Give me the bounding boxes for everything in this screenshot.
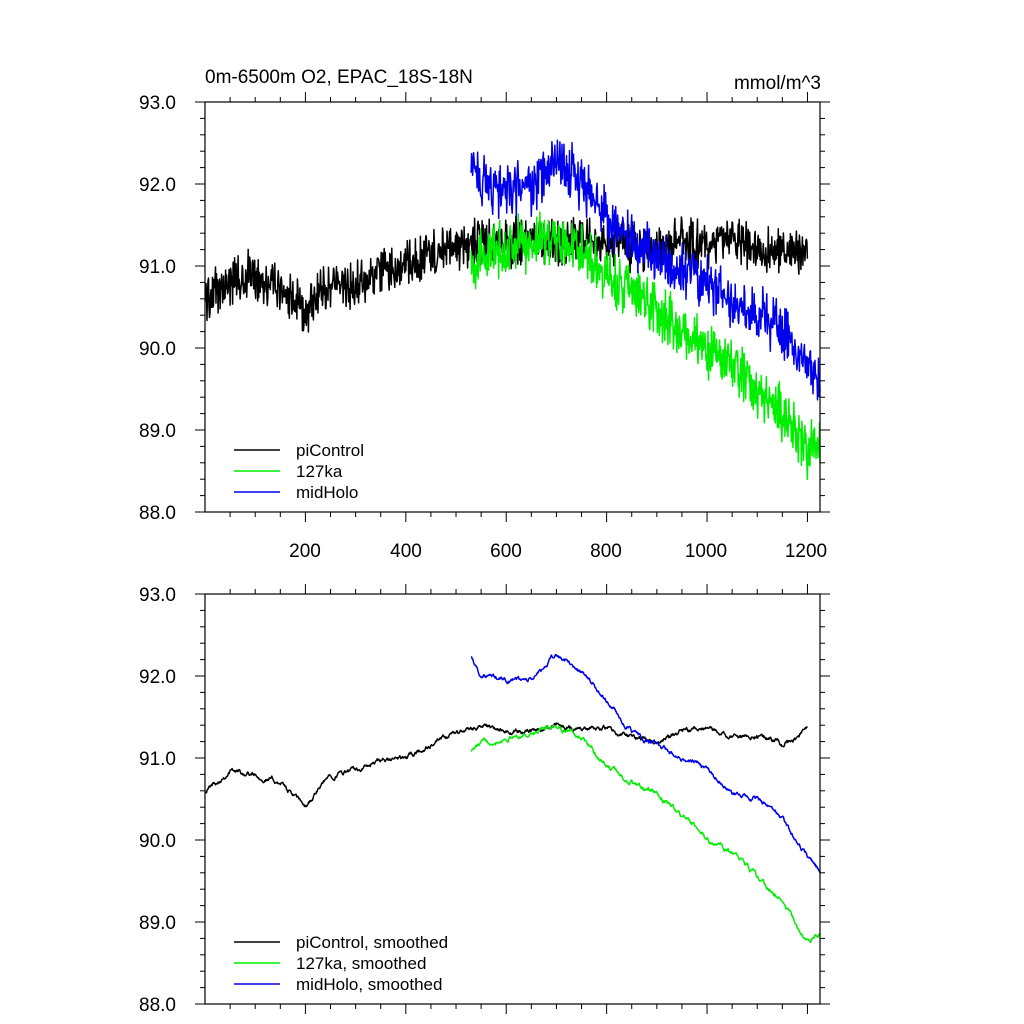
x-tick-label: 400 bbox=[390, 541, 422, 562]
y-tick-labels: 88.0 89.0 90.0 91.0 92.0 93.0 bbox=[139, 93, 176, 524]
y-tick-labels: 88.0 89.0 90.0 91.0 92.0 93.0 bbox=[139, 585, 176, 1016]
ticks-layer bbox=[195, 584, 830, 1014]
y-tick-label: 89.0 bbox=[139, 913, 176, 934]
y-tick-label: 92.0 bbox=[139, 667, 176, 688]
series-line-127ka bbox=[470, 211, 821, 481]
legend-label: 127ka bbox=[296, 462, 343, 481]
legend-label: midHolo, smoothed bbox=[296, 975, 442, 994]
series-line-midholo bbox=[470, 139, 821, 401]
chart-title: 0m-6500m O2, EPAC_18S-18N bbox=[205, 67, 473, 88]
x-tick-label: 600 bbox=[490, 541, 522, 562]
legend-label: midHolo bbox=[296, 483, 358, 502]
y-tick-label: 89.0 bbox=[139, 421, 176, 442]
y-tick-label: 91.0 bbox=[139, 749, 176, 770]
legend: piControl, smoothed 127ka, smoothed midH… bbox=[234, 933, 448, 994]
units-label: mmol/m^3 bbox=[734, 73, 821, 94]
y-tick-label: 92.0 bbox=[139, 175, 176, 196]
x-tick-label: 1200 bbox=[785, 541, 827, 562]
plot-frame bbox=[204, 101, 821, 513]
x-tick-label: 800 bbox=[590, 541, 622, 562]
legend-label: piControl bbox=[296, 441, 364, 460]
series-line-picontrol-smoothed bbox=[204, 722, 809, 808]
y-tick-label: 93.0 bbox=[139, 93, 176, 114]
y-tick-label: 90.0 bbox=[139, 339, 176, 360]
series-line-picontrol bbox=[204, 215, 809, 333]
series-layer bbox=[204, 139, 821, 481]
y-tick-label: 91.0 bbox=[139, 257, 176, 278]
bottom-panel: 88.0 89.0 90.0 91.0 92.0 93.0 piControl,… bbox=[139, 584, 830, 1016]
legend-label: 127ka, smoothed bbox=[296, 954, 426, 973]
top-panel: 0m-6500m O2, EPAC_18S-18N mmol/m^3 88.0 … bbox=[139, 67, 830, 562]
x-tick-labels: 200 400 600 800 1000 1200 bbox=[289, 541, 827, 562]
y-tick-label: 93.0 bbox=[139, 585, 176, 606]
y-tick-label: 88.0 bbox=[139, 503, 176, 524]
x-tick-label: 200 bbox=[289, 541, 321, 562]
series-line-midholo-smoothed bbox=[470, 654, 821, 874]
ticks-layer bbox=[195, 92, 830, 522]
legend-label: piControl, smoothed bbox=[296, 933, 448, 952]
plot-frame bbox=[204, 593, 821, 1005]
legend: piControl 127ka midHolo bbox=[234, 441, 364, 502]
series-line-127ka-smoothed bbox=[470, 724, 821, 944]
x-tick-label: 1000 bbox=[685, 541, 727, 562]
series-layer bbox=[204, 654, 821, 944]
y-tick-label: 90.0 bbox=[139, 831, 176, 852]
y-tick-label: 88.0 bbox=[139, 995, 176, 1016]
